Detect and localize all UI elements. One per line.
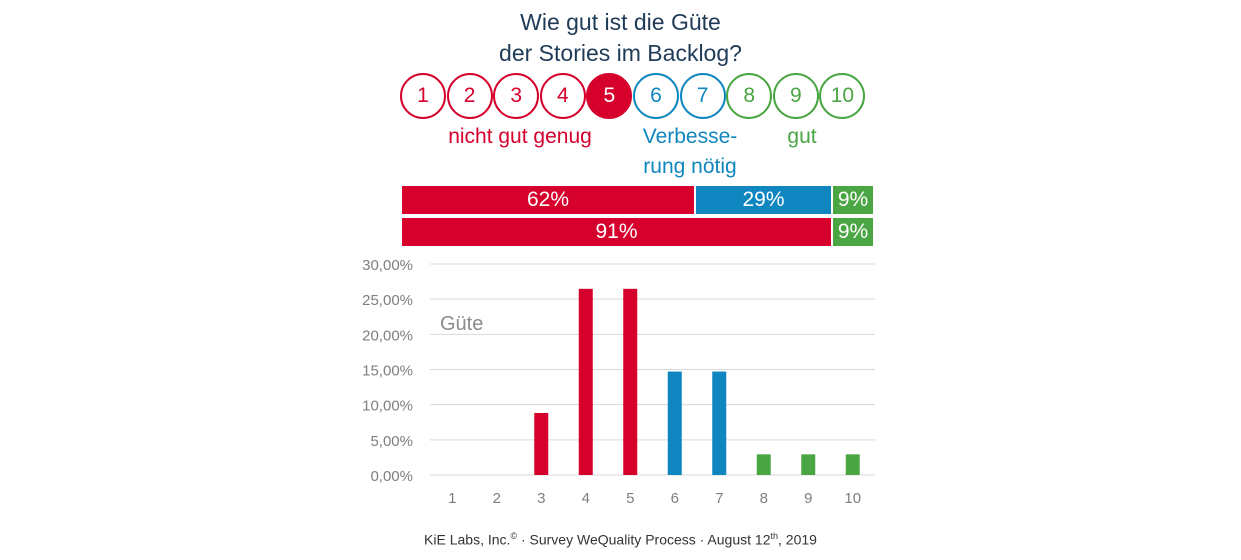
category-label-improvement-line1: Verbesse-: [642, 125, 738, 148]
summary-bar-detailed: 62% 29% 9%: [402, 186, 873, 214]
x-tick-label: 5: [626, 490, 634, 507]
scale-option-3: 3: [493, 73, 540, 119]
category-label-not-good: nicht gut genug: [448, 125, 592, 148]
category-label-improvement-line2: rung nötig: [643, 155, 737, 178]
scale-option-7: 7: [679, 73, 726, 119]
y-tick-label: 15,00%: [362, 363, 413, 380]
x-tick-label: 9: [804, 490, 812, 507]
summary-segment-red: 91%: [402, 218, 831, 246]
x-tick-label: 6: [671, 490, 679, 507]
chart-title-line2: der Stories im Backlog?: [499, 40, 742, 66]
x-tick-label: 8: [760, 490, 768, 507]
y-tick-label: 25,00%: [362, 292, 413, 309]
scale-option-6: 6: [633, 73, 679, 119]
y-tick-label: 30,00%: [362, 257, 413, 274]
bar-7: [712, 371, 727, 475]
x-tick-label: 1: [448, 490, 456, 507]
x-tick-label: 7: [715, 490, 723, 507]
y-tick-label: 0,00%: [370, 468, 413, 485]
footer-credit: KiE Labs, Inc.© · Survey WeQuality Proce…: [424, 531, 817, 548]
summary-segment-green: 9%: [831, 218, 873, 246]
y-tick-label: 5,00%: [370, 433, 413, 450]
x-tick-label: 10: [844, 490, 861, 507]
bar-8: [756, 454, 771, 475]
bar-6: [667, 371, 682, 475]
scale-option-8: 8: [726, 73, 773, 119]
chart-annotation: Güte: [440, 313, 483, 335]
scale-option-10: 10: [819, 73, 866, 119]
scale-option-4: 4: [539, 73, 586, 119]
bar-5: [623, 288, 638, 475]
y-tick-label: 20,00%: [362, 327, 413, 344]
summary-segment-red: 62%: [402, 186, 694, 214]
bar-3: [534, 412, 549, 475]
x-tick-label: 4: [582, 490, 590, 507]
scale-option-5: 5: [586, 73, 633, 119]
summary-segment-blue: 29%: [694, 186, 831, 214]
scale-option-9: 9: [772, 73, 819, 119]
summary-bar-aggregated: 91% 9%: [402, 218, 873, 246]
x-tick-label: 3: [537, 490, 545, 507]
chart-title-line1: Wie gut ist die Güte: [520, 9, 721, 35]
scale-option-1: 1: [400, 73, 446, 119]
bar-9: [801, 454, 816, 475]
bar-10: [845, 454, 860, 475]
distribution-bar-chart: 0,00% 5,00% 10,00% 15,00% 20,00% 25,00% 30,00%…: [362, 257, 875, 507]
bar-4: [578, 288, 593, 475]
scale-option-2: 2: [446, 73, 493, 119]
summary-segment-green: 9%: [831, 186, 873, 214]
x-tick-label: 2: [493, 490, 501, 507]
rating-scale: 1 2 3 4 5 6 7 8 9 10: [400, 73, 880, 119]
category-label-good: gut: [787, 125, 817, 148]
y-tick-label: 10,00%: [362, 398, 413, 415]
